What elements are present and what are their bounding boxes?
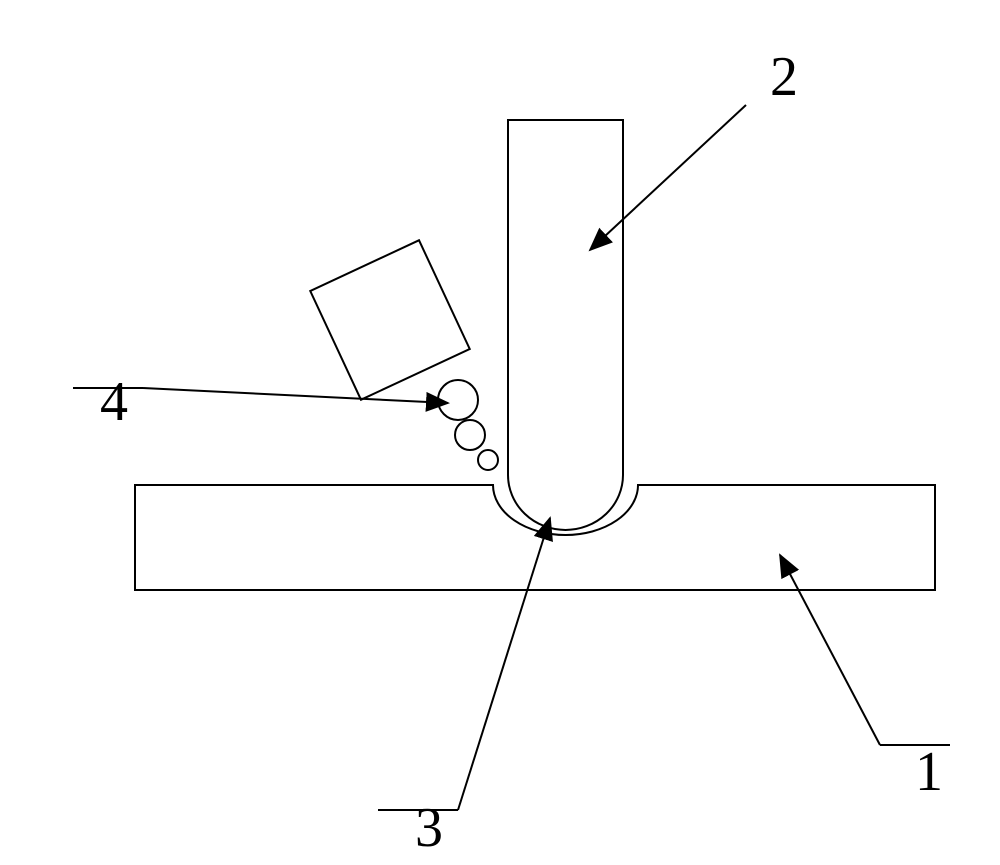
vertical-tool [508,120,623,530]
tilted-block [310,240,469,399]
leader-line-3 [458,518,550,810]
label-1: 1 [915,741,943,803]
particle-small [478,450,498,470]
label-3: 3 [415,797,443,859]
leader-line-2 [590,105,746,250]
particle-medium [455,420,485,450]
particle-large [438,380,478,420]
leader-line-4 [143,388,448,403]
label-4: 4 [100,371,128,433]
leader-line-1 [780,555,880,745]
diagram-svg: 1 2 3 4 [0,0,1000,865]
label-2: 2 [770,46,798,108]
workpiece-bar [135,485,935,590]
